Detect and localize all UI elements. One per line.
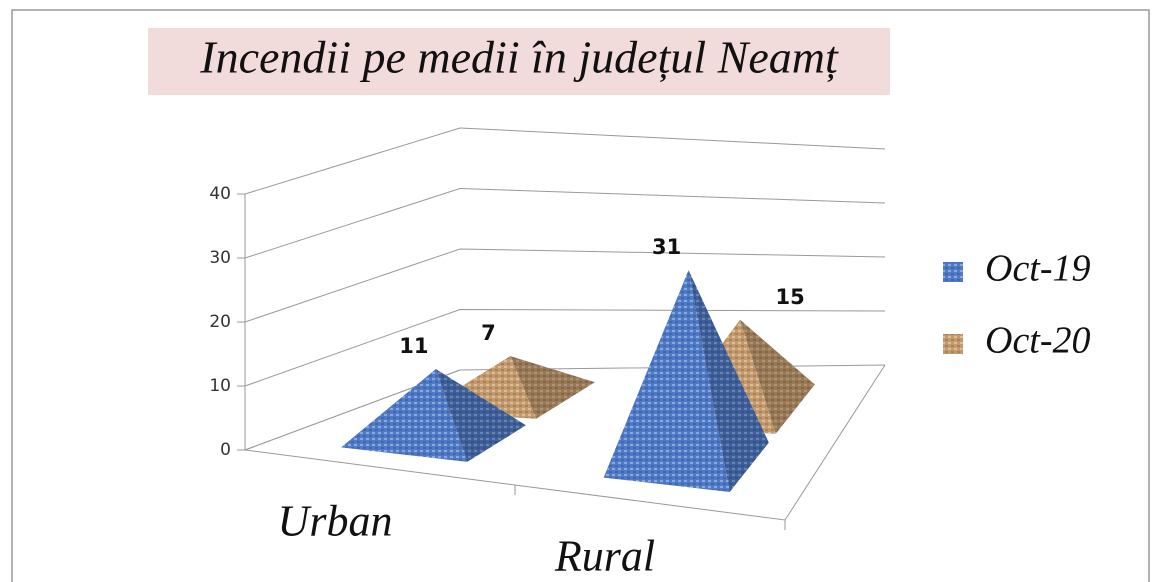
legend-label: Oct-19 bbox=[985, 248, 1091, 290]
y-tick-label: 10 bbox=[209, 376, 231, 396]
pyramid bbox=[603, 270, 769, 492]
y-tick-label: 30 bbox=[209, 248, 231, 268]
face-shade bbox=[435, 369, 526, 462]
legend-swatch bbox=[943, 334, 963, 354]
y-tick-label: 0 bbox=[220, 440, 231, 460]
pyramid-face bbox=[341, 369, 468, 462]
grid-line bbox=[244, 127, 886, 195]
title-box bbox=[148, 28, 890, 95]
face-shade bbox=[688, 270, 769, 492]
face-shade bbox=[510, 356, 595, 419]
chart-frame bbox=[11, 9, 1150, 582]
data-label: 11 bbox=[399, 334, 428, 358]
x-tick-label: Urban bbox=[278, 497, 393, 546]
y-tick-label: 40 bbox=[209, 184, 231, 204]
grid-line bbox=[244, 248, 886, 323]
legend-swatch bbox=[943, 262, 963, 282]
pyramid-face bbox=[740, 319, 815, 434]
y-tick-label: 20 bbox=[209, 312, 231, 332]
pyramid-face bbox=[603, 270, 730, 492]
data-label: 7 bbox=[481, 321, 496, 345]
pyramid-face bbox=[435, 369, 526, 462]
pyramid bbox=[341, 369, 526, 462]
data-label: 31 bbox=[652, 235, 681, 259]
x-tick-label: Rural bbox=[554, 532, 655, 581]
legend-label: Oct-20 bbox=[985, 320, 1091, 362]
pyramid-face bbox=[688, 270, 769, 492]
pyramid-face bbox=[510, 356, 595, 419]
grid-line bbox=[244, 308, 886, 387]
grid-line bbox=[244, 187, 886, 259]
chart-title: Incendii pe medii în județul Neamț bbox=[199, 32, 839, 83]
face-shade bbox=[740, 319, 815, 434]
data-label: 15 bbox=[776, 285, 805, 309]
